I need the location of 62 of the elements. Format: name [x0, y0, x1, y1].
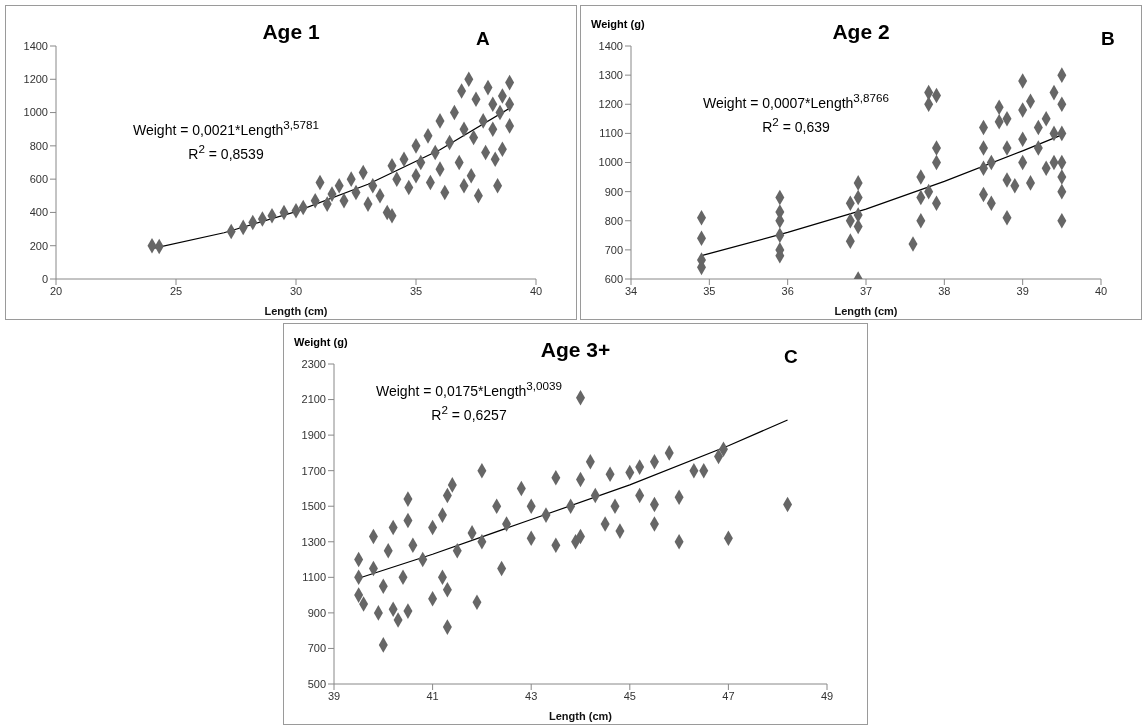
annotation: Weight = 0,0021*Length$^{3,5781}$ — [132, 118, 320, 138]
annotation: R$^{2}$ = 0,8539 — [187, 142, 265, 162]
y-tick-label: 600 — [29, 173, 48, 186]
x-axis-title: Length (cm) — [549, 710, 613, 722]
y-tick-label: 900 — [307, 606, 326, 619]
x-tick-label: 20 — [49, 284, 63, 297]
y-tick-label: 1300 — [301, 535, 326, 548]
chart-title: Age 2 — [832, 20, 890, 43]
y-tick-label: 600 — [604, 272, 623, 285]
x-axis-title: Length (cm) — [834, 305, 898, 317]
x-tick-label: 34 — [624, 284, 638, 297]
x-tick-label: 30 — [289, 284, 303, 297]
y-tick-label: 700 — [604, 243, 623, 256]
x-tick-label: 43 — [525, 689, 538, 702]
x-tick-label: 38 — [938, 284, 951, 297]
x-tick-label: 45 — [623, 689, 636, 702]
annotation: A — [476, 28, 490, 50]
annotation: B — [1101, 28, 1115, 50]
x-tick-label: 39 — [327, 689, 341, 702]
y-tick-label: 1100 — [302, 571, 326, 584]
annotation: R$^{2}$ = 0,6257 — [430, 403, 508, 423]
x-tick-label: 49 — [820, 689, 834, 702]
y-tick-label: 900 — [604, 185, 623, 198]
y-tick-label: 1000 — [23, 106, 48, 119]
x-tick-label: 40 — [1094, 284, 1108, 297]
y-tick-label: 400 — [29, 206, 48, 219]
x-tick-label: 40 — [529, 284, 543, 297]
y-tick-label: 1400 — [598, 39, 623, 52]
x-tick-label: 35 — [703, 284, 716, 297]
y-tick-label: 0 — [41, 272, 48, 285]
x-tick-label: 25 — [169, 284, 183, 297]
y-axis-title: Weight (g) — [294, 336, 348, 348]
y-tick-label: 1000 — [598, 156, 623, 169]
y-tick-label: 1200 — [23, 73, 48, 86]
y-tick-label: 1700 — [301, 464, 326, 477]
y-tick-label: 1500 — [301, 500, 326, 513]
annotation: Weight = 0,0175*Length$^{3,0039}$ — [375, 379, 563, 399]
x-tick-label: 47 — [722, 689, 735, 702]
x-tick-label: 35 — [409, 284, 423, 297]
y-axis-title: Weight (g) — [591, 18, 645, 30]
y-tick-label: 1200 — [598, 98, 623, 111]
y-tick-label: 2100 — [301, 393, 326, 406]
annotation: Weight = 0,0007*Length$^{3,8766}$ — [702, 91, 890, 111]
y-tick-label: 1900 — [301, 429, 326, 442]
chart-title: Age 3+ — [540, 338, 611, 361]
annotation: C — [784, 346, 798, 368]
y-tick-label: 1300 — [598, 69, 623, 82]
y-tick-label: 1400 — [23, 39, 48, 52]
y-tick-label: 800 — [604, 214, 623, 227]
x-tick-label: 37 — [859, 284, 873, 297]
chart-title: Age 1 — [262, 20, 320, 43]
annotation: R$^{2}$ = 0,639 — [761, 115, 831, 135]
x-axis-title: Length (cm) — [264, 305, 328, 317]
y-tick-label: 500 — [307, 677, 326, 690]
x-tick-label: 41 — [426, 689, 439, 702]
x-tick-label: 39 — [1016, 284, 1029, 297]
y-tick-label: 800 — [29, 139, 48, 152]
x-tick-label: 36 — [781, 284, 794, 297]
y-tick-label: 200 — [29, 239, 48, 252]
y-tick-label: 2300 — [301, 357, 326, 370]
y-tick-label: 1100 — [599, 127, 623, 140]
y-tick-label: 700 — [307, 642, 326, 655]
